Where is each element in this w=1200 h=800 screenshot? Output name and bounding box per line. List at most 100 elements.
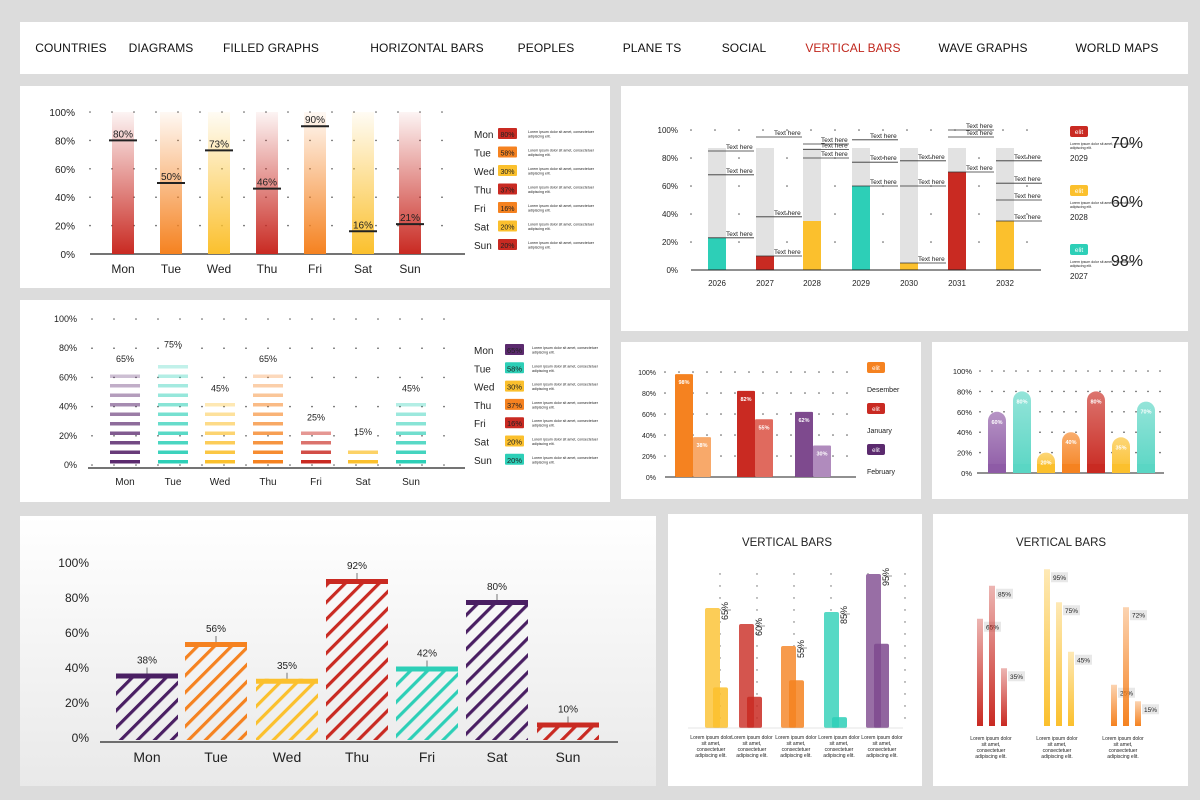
grid-dot bbox=[1026, 157, 1028, 159]
bar-stripe bbox=[158, 393, 188, 397]
grid-dot bbox=[289, 464, 291, 466]
nav-item-plane-ts[interactable]: PLANE TS bbox=[622, 41, 682, 55]
legend-day: Fri bbox=[474, 419, 486, 430]
grid-dot bbox=[399, 405, 401, 408]
nav-item-countries[interactable]: COUNTRIES bbox=[35, 41, 107, 55]
bar-stripe bbox=[205, 431, 235, 435]
x-tick-label: Mon bbox=[111, 262, 134, 276]
nav-item-social[interactable]: SOCIAL bbox=[721, 41, 767, 55]
grid-dot bbox=[714, 129, 716, 131]
grid-dot bbox=[223, 464, 225, 466]
value-label-bg bbox=[1008, 671, 1025, 682]
value-label: 73% bbox=[209, 139, 229, 150]
nav-item-peoples[interactable]: PEOPLES bbox=[517, 41, 575, 55]
lorem-text: sit amet, bbox=[982, 742, 1001, 748]
grid-dot bbox=[223, 376, 225, 379]
bar-inner bbox=[789, 680, 804, 728]
grid-dot bbox=[1111, 370, 1113, 372]
grid-dot bbox=[832, 392, 834, 394]
grid-dot bbox=[978, 185, 980, 187]
y-tick-label: 40% bbox=[59, 402, 77, 412]
legend-badge-value: 37% bbox=[500, 188, 514, 195]
nav-item-wave-graphs[interactable]: WAVE GRAPHS bbox=[938, 41, 1028, 55]
grid-dot bbox=[738, 185, 740, 187]
grid-dot bbox=[756, 657, 758, 659]
grid-dot bbox=[333, 318, 335, 320]
value-label: 60% bbox=[754, 618, 764, 636]
bar-fri bbox=[396, 666, 458, 740]
nav-item-world-maps[interactable]: WORLD MAPS bbox=[1075, 41, 1159, 55]
bar-2031 bbox=[948, 172, 966, 270]
bar bbox=[1123, 607, 1129, 726]
bar-stripe bbox=[110, 403, 140, 407]
grid-dot bbox=[1099, 390, 1101, 393]
bar-stripe bbox=[396, 422, 426, 426]
grid-dot bbox=[904, 585, 906, 587]
grid-dot bbox=[756, 597, 758, 599]
lorem-text: adipiscing elit. bbox=[1041, 754, 1072, 760]
lorem-text: consectetuer bbox=[697, 747, 726, 753]
value-label: 75% bbox=[1065, 608, 1078, 615]
grid-dot bbox=[441, 139, 443, 142]
grid-dot bbox=[223, 435, 225, 437]
grid-dot bbox=[223, 318, 225, 320]
legend-badge bbox=[505, 362, 524, 374]
grid-dot bbox=[756, 693, 758, 695]
grid-dot bbox=[201, 464, 203, 466]
grid-dot bbox=[930, 213, 932, 215]
x-tick-label: Fri bbox=[308, 262, 322, 276]
grid-dot bbox=[331, 196, 333, 198]
grid-dot bbox=[441, 196, 443, 198]
grid-dot bbox=[1123, 390, 1125, 393]
grid-dot bbox=[243, 224, 245, 227]
grid-dot bbox=[904, 573, 906, 575]
legend-day: Sun bbox=[474, 456, 492, 467]
nav-item-vertical-bars[interactable]: VERTICAL BARS bbox=[805, 41, 901, 55]
lorem-text: adipiscing elit. bbox=[780, 753, 811, 759]
bar-stripe bbox=[110, 374, 140, 378]
bar-stripe bbox=[158, 460, 188, 464]
annotation-text: Text here bbox=[726, 231, 753, 238]
legend-text: Lorem ipsum dolor sit amet, consectetuer bbox=[532, 383, 599, 387]
nav-item-filled-graphs[interactable]: FILLED GRAPHS bbox=[223, 41, 319, 55]
grid-dot bbox=[243, 168, 245, 170]
grid-dot bbox=[1123, 411, 1125, 413]
value-label: 38% bbox=[137, 656, 157, 667]
grid-dot bbox=[706, 392, 708, 394]
grid-dot bbox=[756, 669, 758, 671]
grid-dot bbox=[979, 390, 981, 393]
annotation-text: Text here bbox=[1014, 193, 1041, 200]
grid-dot bbox=[979, 431, 981, 433]
legend-text: adipiscing elit. bbox=[532, 424, 555, 428]
annotation-text: Text here bbox=[918, 256, 945, 263]
value-label: 85% bbox=[839, 606, 849, 624]
legend-badge-value: 16% bbox=[500, 206, 514, 213]
y-tick-label: 0% bbox=[961, 469, 972, 478]
grid-dot bbox=[762, 413, 764, 415]
bar-stripe bbox=[158, 441, 188, 445]
grid-dot bbox=[756, 681, 758, 683]
y-tick-label: 100% bbox=[638, 370, 656, 377]
nav-item-diagrams[interactable]: DIAGRAMS bbox=[128, 41, 194, 55]
grid-dot bbox=[199, 139, 201, 142]
legend-day: Tue bbox=[474, 149, 491, 160]
y-tick-label: 60% bbox=[65, 626, 89, 640]
y-tick-label: 0% bbox=[64, 460, 77, 470]
x-tick-label: Sat bbox=[355, 477, 370, 488]
legend-badge bbox=[1070, 185, 1088, 196]
grid-dot bbox=[179, 435, 181, 437]
bar-sat bbox=[352, 112, 374, 254]
grid-dot bbox=[664, 434, 666, 436]
grid-dot bbox=[311, 435, 313, 437]
x-tick-label: Sun bbox=[556, 749, 581, 765]
nav-item-horizontal-bars[interactable]: HORIZONTAL BARS bbox=[370, 41, 484, 55]
grid-dot bbox=[1159, 370, 1161, 372]
legend-text: adipiscing elit. bbox=[1070, 264, 1092, 268]
grid-dot bbox=[267, 347, 269, 349]
grid-dot bbox=[1051, 411, 1053, 413]
legend-text: Lorem ipsum dolor sit amet, consectetuer bbox=[528, 167, 595, 171]
grid-dot bbox=[832, 413, 834, 415]
grid-dot bbox=[834, 129, 836, 131]
grid-dot bbox=[1027, 390, 1029, 393]
grid-dot bbox=[377, 405, 379, 408]
